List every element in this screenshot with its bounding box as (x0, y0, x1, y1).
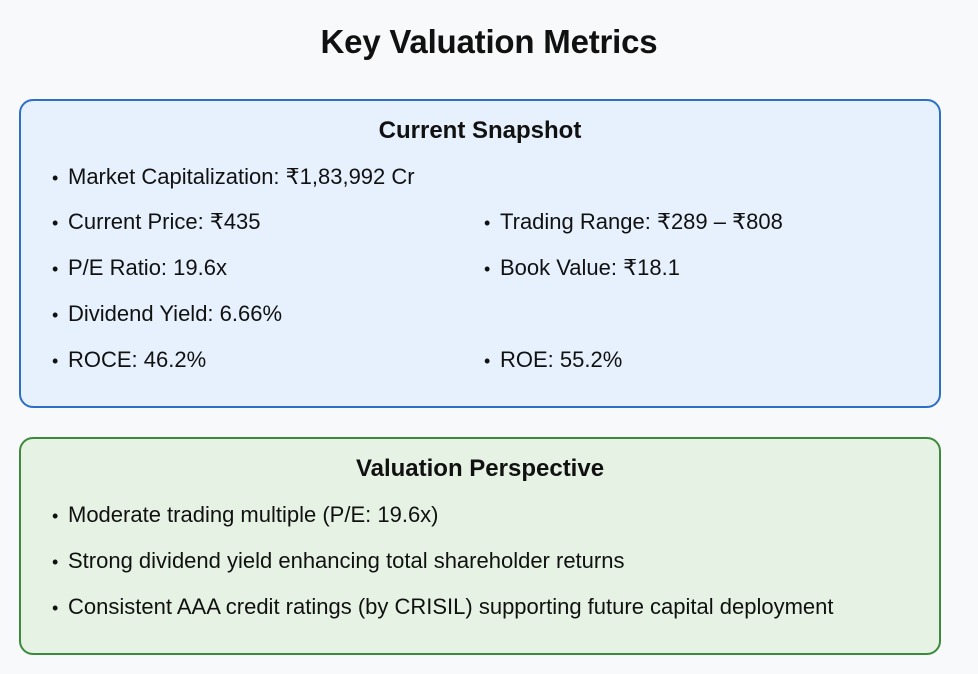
current-snapshot-card: Current Snapshot • Market Capitalization:… (19, 99, 941, 408)
book-value-text: Book Value: ₹18.1 (500, 255, 680, 280)
list-item: • Consistent AAA credit ratings (by CRISI… (52, 592, 834, 623)
market-cap-text: Market Capitalization: ₹1,83,992 Cr (68, 164, 415, 189)
bullet-icon: • (484, 351, 491, 371)
bullet-icon: • (52, 598, 59, 618)
perspective-item-text: Consistent AAA credit ratings (by CRISIL… (68, 594, 834, 619)
roe-text: ROE: 55.2% (500, 347, 623, 372)
current-price-item: • Current Price: ₹435 (52, 207, 261, 238)
dividend-yield-item: • Dividend Yield: 6.66% (52, 299, 282, 330)
current-snapshot-title: Current Snapshot (378, 117, 582, 144)
bullet-icon: • (484, 259, 491, 279)
bullet-icon: • (484, 213, 491, 233)
list-item: • Moderate trading multiple (P/E: 19.6x) (52, 500, 439, 531)
valuation-perspective-card: Valuation Perspective • Moderate trading … (19, 437, 941, 655)
bullet-icon: • (52, 552, 59, 572)
pe-ratio-text: P/E Ratio: 19.6x (68, 255, 227, 280)
bullet-icon: • (52, 351, 59, 371)
valuation-perspective-title: Valuation Perspective (355, 455, 605, 482)
current-price-text: Current Price: ₹435 (68, 209, 261, 234)
page-title: Key Valuation Metrics (320, 23, 658, 60)
list-item: • Strong dividend yield enhancing total s… (52, 546, 624, 577)
bullet-icon: • (52, 168, 59, 188)
roce-item: • ROCE: 46.2% (52, 345, 206, 376)
market-cap-item: • Market Capitalization: ₹1,83,992 Cr (52, 162, 415, 193)
trading-range-item: • Trading Range: ₹289 – ₹808 (484, 207, 783, 238)
dividend-yield-text: Dividend Yield: 6.66% (68, 301, 283, 326)
roe-item: • ROE: 55.2% (484, 345, 622, 376)
bullet-icon: • (52, 213, 59, 233)
perspective-item-text: Moderate trading multiple (P/E: 19.6x) (68, 502, 439, 527)
bullet-icon: • (52, 506, 59, 526)
book-value-item: • Book Value: ₹18.1 (484, 253, 680, 284)
perspective-item-text: Strong dividend yield enhancing total sh… (68, 548, 625, 573)
roce-text: ROCE: 46.2% (68, 347, 207, 372)
trading-range-text: Trading Range: ₹289 – ₹808 (500, 209, 783, 234)
bullet-icon: • (52, 305, 59, 325)
pe-ratio-item: • P/E Ratio: 19.6x (52, 253, 227, 284)
bullet-icon: • (52, 259, 59, 279)
